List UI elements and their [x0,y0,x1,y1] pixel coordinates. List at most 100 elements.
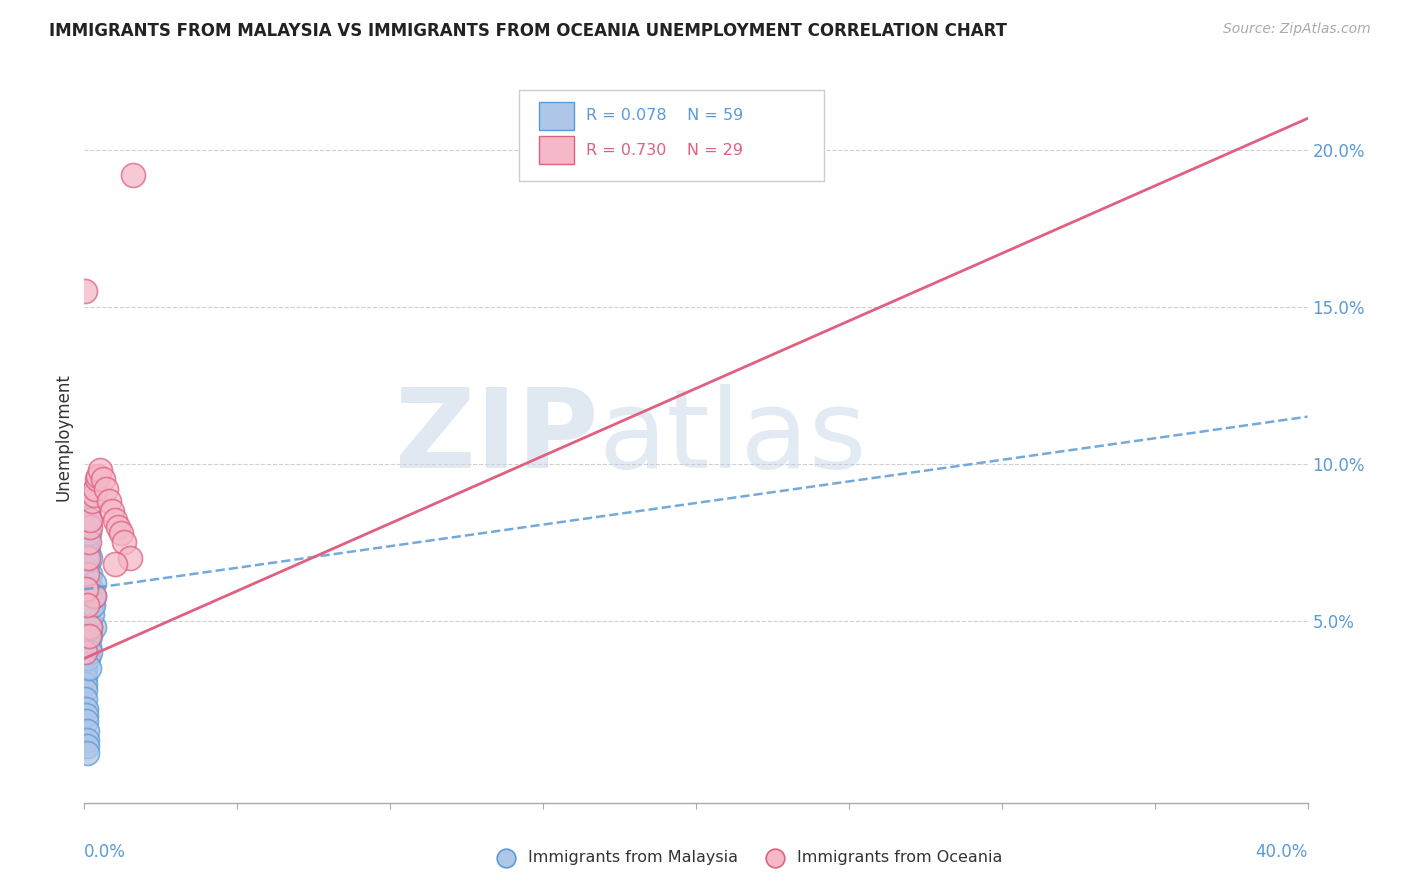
Text: ZIP: ZIP [395,384,598,491]
Point [104,513,127,527]
Point [79,620,101,634]
Point [75,573,97,587]
Point [73,670,96,684]
Point [79,550,101,565]
Point [73,576,96,591]
Point [122,168,145,182]
Point [76,535,98,549]
Text: 40.0%: 40.0% [1256,843,1308,861]
Point [75,614,97,628]
Point [73,645,96,659]
Point [75,566,97,581]
Point [76,598,98,612]
Point [110,525,132,540]
Point [76,582,98,597]
Point [91,473,114,487]
Point [75,582,97,597]
Point [89,463,111,477]
Point [120,550,142,565]
Text: 0.0%: 0.0% [84,843,127,861]
Text: Source: ZipAtlas.com: Source: ZipAtlas.com [1223,22,1371,37]
Point [76,733,98,747]
Point [75,582,97,597]
Point [77,513,100,527]
Point [77,535,100,549]
Point [104,558,127,572]
Point [76,591,98,606]
Point [79,645,101,659]
Point [73,651,96,665]
Point [77,525,100,540]
Point [75,692,97,706]
Point [75,598,97,612]
Point [83,589,105,603]
Point [77,544,100,558]
Point [77,651,100,665]
Bar [540,136,574,164]
Point [83,620,105,634]
Point [75,582,97,597]
Point [76,573,98,587]
Point [76,558,98,572]
Point [77,519,100,533]
Point [80,607,103,622]
Point [77,661,100,675]
Y-axis label: Unemployment: Unemployment [55,373,73,501]
Point [76,723,98,738]
Text: R = 0.730    N = 29: R = 0.730 N = 29 [586,143,742,158]
Point [97,494,120,508]
Point [79,620,101,634]
Point [73,589,96,603]
Point [75,701,97,715]
Point [73,629,96,643]
FancyBboxPatch shape [519,90,824,181]
Point [79,519,101,533]
Point [107,519,129,533]
Point [77,504,100,518]
Point [83,589,105,603]
Point [75,544,97,558]
Point [77,488,100,502]
Text: Immigrants from Malaysia: Immigrants from Malaysia [529,850,738,865]
Point [87,469,110,483]
Point [75,598,97,612]
Point [77,550,100,565]
Point [83,576,105,591]
Point [101,504,124,518]
Point [80,494,103,508]
Text: Immigrants from Oceania: Immigrants from Oceania [797,850,1002,865]
Point [76,746,98,760]
Point [112,535,135,549]
Point [76,739,98,754]
Point [76,589,98,603]
Point [80,582,103,597]
Point [75,607,97,622]
Point [77,639,100,653]
Point [84,482,107,496]
Text: IMMIGRANTS FROM MALAYSIA VS IMMIGRANTS FROM OCEANIA UNEMPLOYMENT CORRELATION CHA: IMMIGRANTS FROM MALAYSIA VS IMMIGRANTS F… [49,22,1007,40]
Point [79,629,101,643]
Point [75,714,97,728]
Point [82,598,104,612]
Point [76,566,98,581]
Point [73,645,96,659]
Point [79,566,101,581]
Point [86,473,108,487]
Point [77,629,100,643]
Bar [540,102,574,130]
Point [83,488,105,502]
Point [76,566,98,581]
Point [73,676,96,690]
Text: R = 0.078    N = 59: R = 0.078 N = 59 [586,109,744,123]
Point [75,558,97,572]
Point [75,682,97,697]
Point [75,284,97,298]
Point [94,482,117,496]
Point [75,707,97,722]
Point [79,513,101,527]
Text: atlas: atlas [598,384,866,491]
Point [75,589,97,603]
Point [76,550,98,565]
Point [80,598,103,612]
Point [76,598,98,612]
